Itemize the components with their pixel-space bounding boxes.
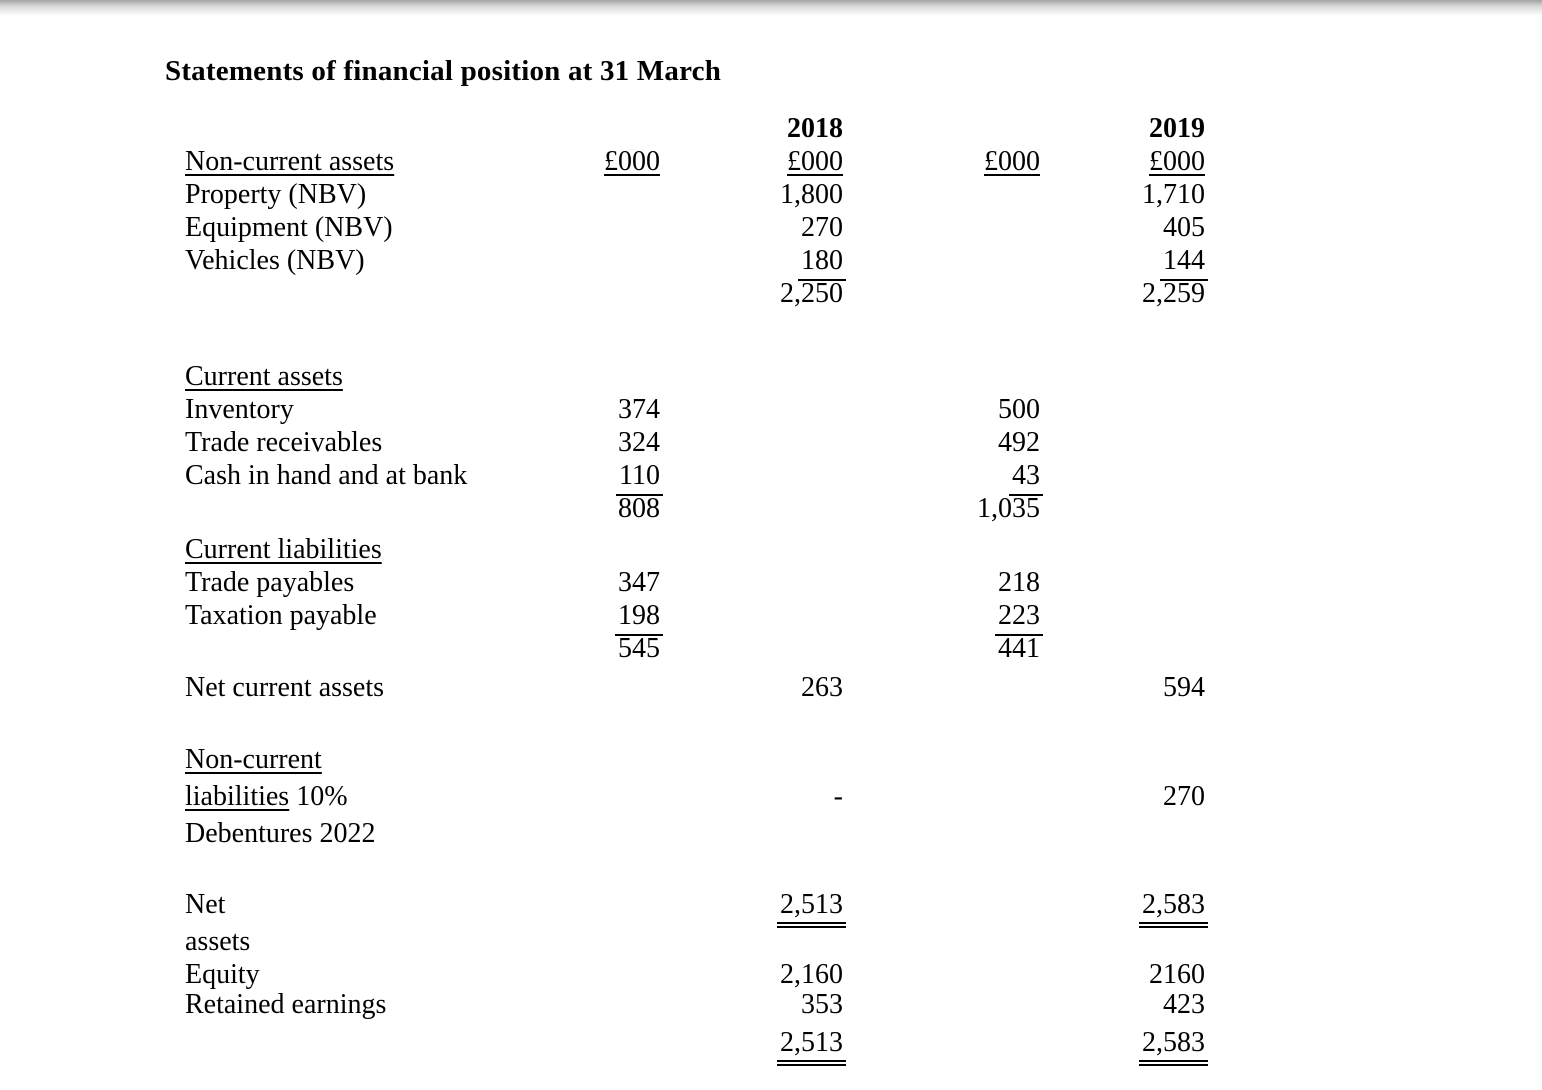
taxation-payable-2018: 198 <box>615 602 663 636</box>
current-liabilities-total-2019: 441 <box>998 633 1040 664</box>
cash-label: Cash in hand and at bank <box>185 460 468 491</box>
trade-receivables-label: Trade receivables <box>185 427 383 458</box>
equity-2018: 2,160 <box>780 959 843 990</box>
table-row-current-assets-total: 808 1,035 <box>185 492 1542 525</box>
net-current-assets-2018: 263 <box>801 672 843 703</box>
year-header-row: 2018 2019 <box>185 112 1542 145</box>
table-row-vehicles: Vehicles (NBV) 180 144 <box>185 244 1542 281</box>
non-current-liabilities-line3: Debentures 2022 <box>185 818 376 849</box>
table-row-equipment: Equipment (NBV) 270 405 <box>185 211 1542 244</box>
non-current-liabilities-2019: 270 <box>1163 781 1205 812</box>
equipment-2019: 405 <box>1163 212 1205 243</box>
unit-label-col2: £000 <box>787 146 843 177</box>
unit-label-col4: £000 <box>1149 146 1205 177</box>
units-header-row: Non-current assets £000 £000 £000 £000 <box>185 145 1542 178</box>
year-2019-header: 2019 <box>1149 113 1205 144</box>
non-current-assets-total-2018: 2,250 <box>780 278 843 309</box>
table-row-current-liabilities-header: Current liabilities <box>185 533 1542 566</box>
equity-total-2019: 2,583 <box>1139 1029 1208 1066</box>
net-assets-2018: 2,513 <box>777 891 846 928</box>
table-row-current-liabilities-total: 545 441 <box>185 632 1542 665</box>
financial-position-table: 2018 2019 Non-current assets £000 £000 £… <box>185 112 1542 1066</box>
table-row-net-assets: Net assets 2,513 2,583 <box>185 886 1542 960</box>
net-current-assets-label: Net current assets <box>185 672 385 703</box>
table-row-trade-receivables: Trade receivables 324 492 <box>185 426 1542 459</box>
year-2018-header: 2018 <box>787 113 843 144</box>
retained-earnings-2019: 423 <box>1163 989 1205 1020</box>
inventory-2019: 500 <box>998 394 1040 425</box>
non-current-assets-total-2019: 2,259 <box>1142 278 1205 309</box>
table-row-taxation-payable: Taxation payable 198 223 <box>185 599 1542 636</box>
current-assets-total-2019: 1,035 <box>977 493 1040 524</box>
equipment-2018: 270 <box>801 212 843 243</box>
equity-total-2018: 2,513 <box>777 1029 846 1066</box>
non-current-liabilities-label: Non-current liabilities 10% Debentures 2… <box>185 741 577 852</box>
net-assets-2019: 2,583 <box>1139 891 1208 928</box>
page-title: Statements of financial position at 31 M… <box>165 55 722 87</box>
top-shadow-gradient <box>0 0 1542 16</box>
unit-label-col3: £000 <box>984 146 1040 177</box>
equity-2019: 2160 <box>1149 959 1205 990</box>
small-gap <box>185 525 1542 533</box>
section-current-assets: Current assets <box>185 361 343 392</box>
property-2018: 1,800 <box>780 179 843 210</box>
table-row-equity-total: 2,513 2,583 <box>185 1026 1542 1066</box>
statement-content: Statements of financial position at 31 M… <box>165 55 1542 1066</box>
trade-receivables-2019: 492 <box>998 427 1040 458</box>
section-gap <box>185 852 1542 886</box>
trade-payables-2018: 347 <box>618 567 660 598</box>
vehicles-2019: 144 <box>1160 247 1208 281</box>
taxation-payable-2019: 223 <box>995 602 1043 636</box>
table-row-trade-payables: Trade payables 347 218 <box>185 566 1542 599</box>
net-assets-label: Net assets <box>185 886 577 960</box>
table-row-non-current-assets-total: 2,250 2,259 <box>185 277 1542 310</box>
equity-label: Equity <box>185 959 260 990</box>
property-label: Property (NBV) <box>185 179 367 210</box>
trade-payables-label: Trade payables <box>185 567 355 598</box>
current-liabilities-total-2018: 545 <box>618 633 660 664</box>
trade-payables-2019: 218 <box>998 567 1040 598</box>
table-row-non-current-liabilities: Non-current liabilities 10% Debentures 2… <box>185 741 1542 852</box>
section-non-current-assets: Non-current assets <box>185 146 395 177</box>
unit-label-col1: £000 <box>604 146 660 177</box>
property-2019: 1,710 <box>1142 179 1205 210</box>
retained-earnings-label: Retained earnings <box>185 989 387 1020</box>
inventory-2018: 374 <box>618 394 660 425</box>
non-current-liabilities-2018: - <box>833 781 843 812</box>
inventory-label: Inventory <box>185 394 294 425</box>
table-row-net-current-assets: Net current assets 263 594 <box>185 671 1542 704</box>
section-gap <box>185 310 1542 360</box>
table-row-equity: Equity 2,160 2160 <box>185 960 1542 990</box>
vehicles-2018: 180 <box>798 247 846 281</box>
retained-earnings-2018: 353 <box>801 989 843 1020</box>
net-current-assets-2019: 594 <box>1163 672 1205 703</box>
cash-2019: 43 <box>1009 462 1043 496</box>
vehicles-label: Vehicles (NBV) <box>185 245 365 276</box>
net-assets-line1: Net <box>185 889 226 920</box>
table-row-property: Property (NBV) 1,800 1,710 <box>185 178 1542 211</box>
table-row-current-assets-header: Current assets <box>185 360 1542 393</box>
equipment-label: Equipment (NBV) <box>185 212 393 243</box>
table-row-inventory: Inventory 374 500 <box>185 393 1542 426</box>
net-assets-line2: assets <box>185 926 251 957</box>
current-assets-total-2018: 808 <box>618 493 660 524</box>
section-current-liabilities: Current liabilities <box>185 534 382 565</box>
non-current-liabilities-line1: Non-current <box>185 744 322 775</box>
table-row-retained-earnings: Retained earnings 353 423 <box>185 990 1542 1020</box>
table-row-cash: Cash in hand and at bank 110 43 <box>185 459 1542 496</box>
section-gap <box>185 704 1542 741</box>
trade-receivables-2018: 324 <box>618 427 660 458</box>
taxation-payable-label: Taxation payable <box>185 600 377 631</box>
non-current-liabilities-line2: liabilities 10% <box>185 781 348 812</box>
cash-2018: 110 <box>616 462 663 496</box>
